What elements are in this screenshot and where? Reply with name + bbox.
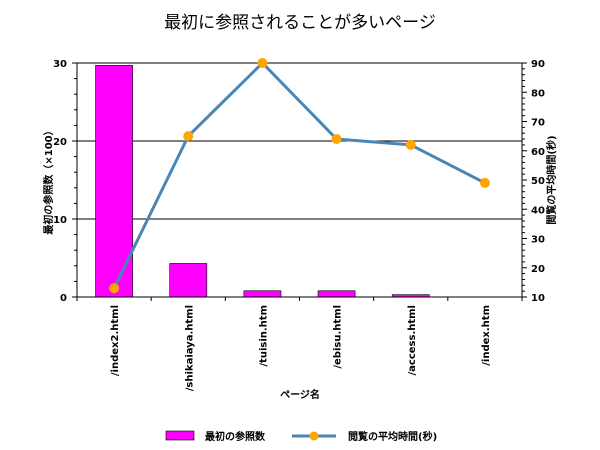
grid bbox=[77, 62, 522, 220]
line-path bbox=[112, 61, 486, 289]
right-tick-label: 60 bbox=[531, 147, 545, 158]
right-tick-label: 30 bbox=[531, 235, 545, 246]
left-tick-label: 10 bbox=[53, 215, 67, 226]
bar bbox=[169, 263, 208, 298]
line-point bbox=[331, 134, 342, 145]
category-label: /shikaiaya.html bbox=[184, 305, 195, 391]
right-tick-label: 80 bbox=[531, 88, 545, 99]
legend-line-label: 閲覧の平均時間(秒) bbox=[348, 430, 437, 443]
line-point bbox=[183, 131, 194, 142]
category-label: /access.html bbox=[407, 305, 418, 376]
line-point bbox=[405, 139, 416, 150]
right-tick-label: 40 bbox=[531, 205, 545, 216]
line-point bbox=[479, 177, 490, 188]
legend: 最初の参照数 閲覧の平均時間(秒) bbox=[165, 430, 437, 443]
chart-title: 最初に参照されることが多いページ bbox=[164, 13, 436, 33]
legend-bar-swatch bbox=[165, 430, 195, 441]
right-tick-label: 90 bbox=[531, 59, 545, 70]
right-tick-label: 20 bbox=[531, 264, 545, 275]
right-tick-label: 10 bbox=[531, 293, 545, 304]
category-label: /tuisin.htm bbox=[258, 305, 269, 367]
bar bbox=[243, 290, 282, 298]
category-label: /index2.html bbox=[110, 305, 121, 376]
left-tick-label: 20 bbox=[53, 137, 67, 148]
left-tick-label: 0 bbox=[60, 293, 67, 304]
right-tick-label: 70 bbox=[531, 118, 545, 129]
line-point bbox=[109, 283, 120, 294]
bar-series bbox=[95, 65, 430, 298]
category-label: /index.htm bbox=[481, 305, 492, 366]
line-series bbox=[109, 58, 490, 294]
axes bbox=[76, 63, 523, 301]
bar bbox=[95, 65, 133, 298]
left-axis-ticks: 0 10 20 30 bbox=[53, 59, 77, 304]
x-axis-title: ページ名 bbox=[280, 388, 320, 401]
right-axis-ticks: 10 20 30 40 50 60 70 80 90 bbox=[522, 59, 545, 304]
right-tick-label: 50 bbox=[531, 176, 545, 187]
legend-bar-label: 最初の参照数 bbox=[205, 430, 266, 443]
category-label: /ebisu.html bbox=[333, 305, 344, 369]
left-tick-label: 30 bbox=[53, 59, 67, 70]
y-axis-right-title: 閲覧の平均時間(秒) bbox=[545, 135, 558, 224]
legend-line-marker bbox=[309, 431, 319, 441]
x-axis-categories: /index2.html/shikaiaya.html/tuisin.htm/e… bbox=[110, 305, 492, 391]
line-point bbox=[257, 58, 268, 68]
bar bbox=[317, 290, 356, 298]
y-axis-left-title: 最初の参照数（×100） bbox=[42, 125, 55, 234]
